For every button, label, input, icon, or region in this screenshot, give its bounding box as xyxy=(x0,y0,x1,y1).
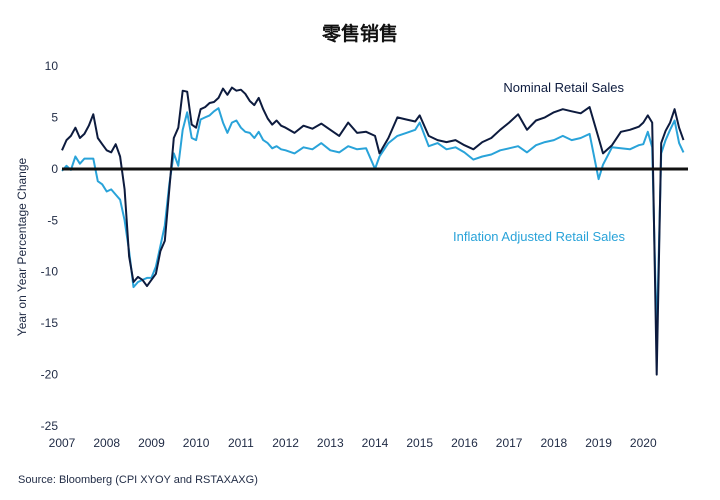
inflation-adjusted-retail-sales-line xyxy=(61,107,685,340)
x-tick-label: 2008 xyxy=(93,436,120,450)
nominal-retail-sales-line xyxy=(61,86,685,376)
y-tick-label: -20 xyxy=(41,368,59,382)
y-tick-labels: 10 5 0 -5 -10 -15 -20 -25 xyxy=(41,59,59,433)
inflation-series-label: Inflation Adjusted Retail Sales xyxy=(453,229,625,244)
chart-title: 零售销售 xyxy=(321,22,398,45)
x-tick-label: 2019 xyxy=(585,436,612,450)
x-tick-label: 2014 xyxy=(362,436,389,450)
y-tick-label: -10 xyxy=(41,265,59,279)
y-tick-label: 5 xyxy=(51,110,58,124)
y-tick-label: 0 xyxy=(51,162,58,176)
x-tick-label: 2007 xyxy=(49,436,76,450)
x-tick-label: 2013 xyxy=(317,436,344,450)
x-tick-label: 2018 xyxy=(541,436,568,450)
x-tick-labels: 2007 2008 2009 2010 2011 2012 2013 2014 2015 2016… xyxy=(49,436,657,450)
x-tick-label: 2011 xyxy=(228,436,254,450)
y-tick-label: 10 xyxy=(45,59,59,73)
y-tick-label: -15 xyxy=(41,316,59,330)
x-tick-label: 2017 xyxy=(496,436,523,450)
x-tick-label: 2015 xyxy=(406,436,433,450)
x-tick-label: 2020 xyxy=(630,436,657,450)
x-tick-label: 2016 xyxy=(451,436,478,450)
y-tick-label: -5 xyxy=(47,213,58,227)
nominal-series-label: Nominal Retail Sales xyxy=(503,80,624,95)
x-tick-label: 2012 xyxy=(272,436,299,450)
y-tick-label: -25 xyxy=(41,419,59,433)
x-tick-label: 2010 xyxy=(183,436,210,450)
series-layer xyxy=(61,86,685,376)
x-tick-label: 2009 xyxy=(138,436,165,450)
source-note: Source: Bloomberg (CPI XYOY and RSTAXAXG… xyxy=(18,474,258,486)
y-axis-title: Year on Year Percentage Change xyxy=(15,157,29,336)
